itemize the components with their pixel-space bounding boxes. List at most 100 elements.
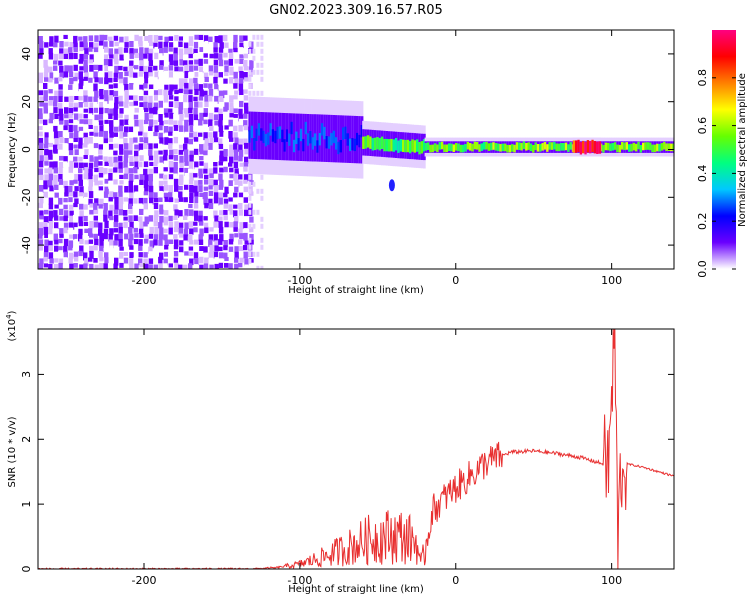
- spectrogram-cell: [448, 143, 451, 151]
- spectrogram-cell: [123, 192, 128, 198]
- spectrogram-cell: [118, 168, 123, 173]
- spectrogram-cell: [635, 143, 638, 152]
- spectrogram-cell: [68, 240, 74, 248]
- spectrogram-cell: [198, 53, 204, 61]
- spectrogram-cell: [198, 270, 202, 278]
- spectrogram-cell: [229, 113, 234, 118]
- spectrogram-cell: [59, 155, 64, 161]
- spectrogram-cell: [385, 138, 389, 152]
- spectrogram-cell: [184, 222, 189, 230]
- spectrogram-cell: [153, 77, 158, 85]
- spectrogram-cell: [78, 216, 83, 224]
- spectrogram-cell: [43, 59, 48, 68]
- spectrogram-cell: [178, 204, 184, 212]
- spectrogram-cell: [44, 53, 49, 62]
- spectrogram-cell: [223, 252, 228, 259]
- spectrogram-cell: [93, 143, 99, 149]
- spectrogram-cell: [436, 144, 439, 153]
- spectrogram-cell: [79, 53, 84, 62]
- spectrogram-cell: [591, 139, 595, 153]
- spectrogram-cell: [89, 221, 94, 229]
- spectrogram-cell: [244, 82, 249, 90]
- spectrogram-cell: [83, 233, 88, 238]
- spectrogram-cell: [134, 150, 139, 158]
- spectrogram-cell: [53, 96, 58, 102]
- spectrogram-cell: [168, 179, 173, 184]
- spectrogram-cell: [118, 114, 123, 119]
- spectrogram-cell: [198, 168, 203, 177]
- spectrogram-cell: [183, 240, 188, 246]
- spectrogram-cell: [233, 71, 238, 79]
- spectrogram-cell: [224, 60, 229, 65]
- spectrogram-cell: [148, 155, 154, 161]
- spectrogram-cell: [144, 216, 149, 225]
- spectrogram-cell: [159, 186, 164, 192]
- spectrogram-cell: [541, 143, 545, 151]
- spectrogram-cell: [198, 58, 203, 66]
- spectrogram-cell: [104, 245, 109, 252]
- spectrogram-cell: [252, 209, 256, 215]
- spectrogram-cell: [183, 228, 189, 237]
- spectrogram-cell: [148, 72, 153, 77]
- spectrogram-cell: [238, 239, 243, 245]
- spectrogram-cell: [239, 59, 244, 64]
- spectrogram-cell: [43, 119, 48, 126]
- spectrogram-cell: [243, 251, 248, 259]
- spectrogram-cell: [239, 35, 244, 42]
- spectrogram-cell: [153, 239, 158, 247]
- spectrogram-cell: [88, 119, 93, 126]
- spectrogram-cell: [64, 167, 69, 175]
- spectrogram-cell: [243, 66, 249, 71]
- spectrogram-cell: [139, 179, 144, 185]
- y-tick-label: -40: [20, 236, 33, 254]
- spectrogram-cell: [78, 59, 83, 64]
- spectrogram-cell: [48, 60, 53, 67]
- spectrogram-cell: [123, 203, 128, 209]
- spectrogram-cell: [49, 185, 54, 192]
- spectrogram-cell: [213, 59, 219, 66]
- spectrogram-cell: [274, 130, 277, 144]
- spectrogram-cell: [59, 258, 64, 265]
- spectrogram-cell: [218, 35, 223, 44]
- spectrogram-cell: [129, 83, 134, 90]
- spectrogram-cell: [228, 239, 234, 245]
- spectrogram-cell: [609, 143, 612, 152]
- spectrogram-cell: [128, 132, 133, 138]
- spectrogram-cell: [189, 192, 194, 199]
- spectrogram-cell: [339, 140, 343, 153]
- spectrogram-cell: [223, 156, 228, 163]
- spectrogram-cell: [194, 191, 199, 197]
- spectrogram-cell: [193, 173, 198, 178]
- spectrogram-cell: [139, 53, 144, 61]
- spectrogram-cell: [128, 185, 134, 193]
- spectrogram-cell: [119, 108, 124, 114]
- spectrogram-cell: [68, 227, 73, 235]
- spectrogram-cell: [63, 102, 68, 111]
- spectrogram-cell: [513, 144, 517, 153]
- spectrogram-cell: [223, 78, 228, 84]
- spectrogram-cell: [98, 48, 104, 56]
- spectrogram-cell: [198, 239, 204, 245]
- spectrogram-cell: [233, 221, 238, 230]
- spectrogram-cell: [153, 119, 158, 125]
- spectrogram-cell: [63, 174, 68, 182]
- spectrogram-cell: [218, 108, 223, 116]
- spectrogram-cell: [134, 161, 139, 170]
- spectrogram-cell: [174, 66, 179, 72]
- spectrogram-cell: [229, 35, 234, 41]
- spectrogram-cell: [83, 59, 88, 67]
- spectrogram-cell: [149, 221, 154, 229]
- spectrogram-cell: [114, 102, 119, 109]
- spectrogram-cell: [154, 94, 159, 101]
- spectrogram-cell: [58, 197, 63, 205]
- spectrogram-cell: [163, 258, 168, 266]
- spectrogram-cell: [188, 119, 194, 126]
- spectrogram-cell: [179, 114, 184, 121]
- spectrogram-cell: [89, 155, 94, 162]
- spectrogram-cell: [78, 250, 83, 257]
- spectrogram-cell: [138, 203, 143, 212]
- spectrogram-cell: [188, 36, 194, 42]
- spectrogram-cell: [233, 119, 239, 128]
- spectrogram-cell: [139, 66, 144, 72]
- spectrogram-cell: [189, 172, 194, 181]
